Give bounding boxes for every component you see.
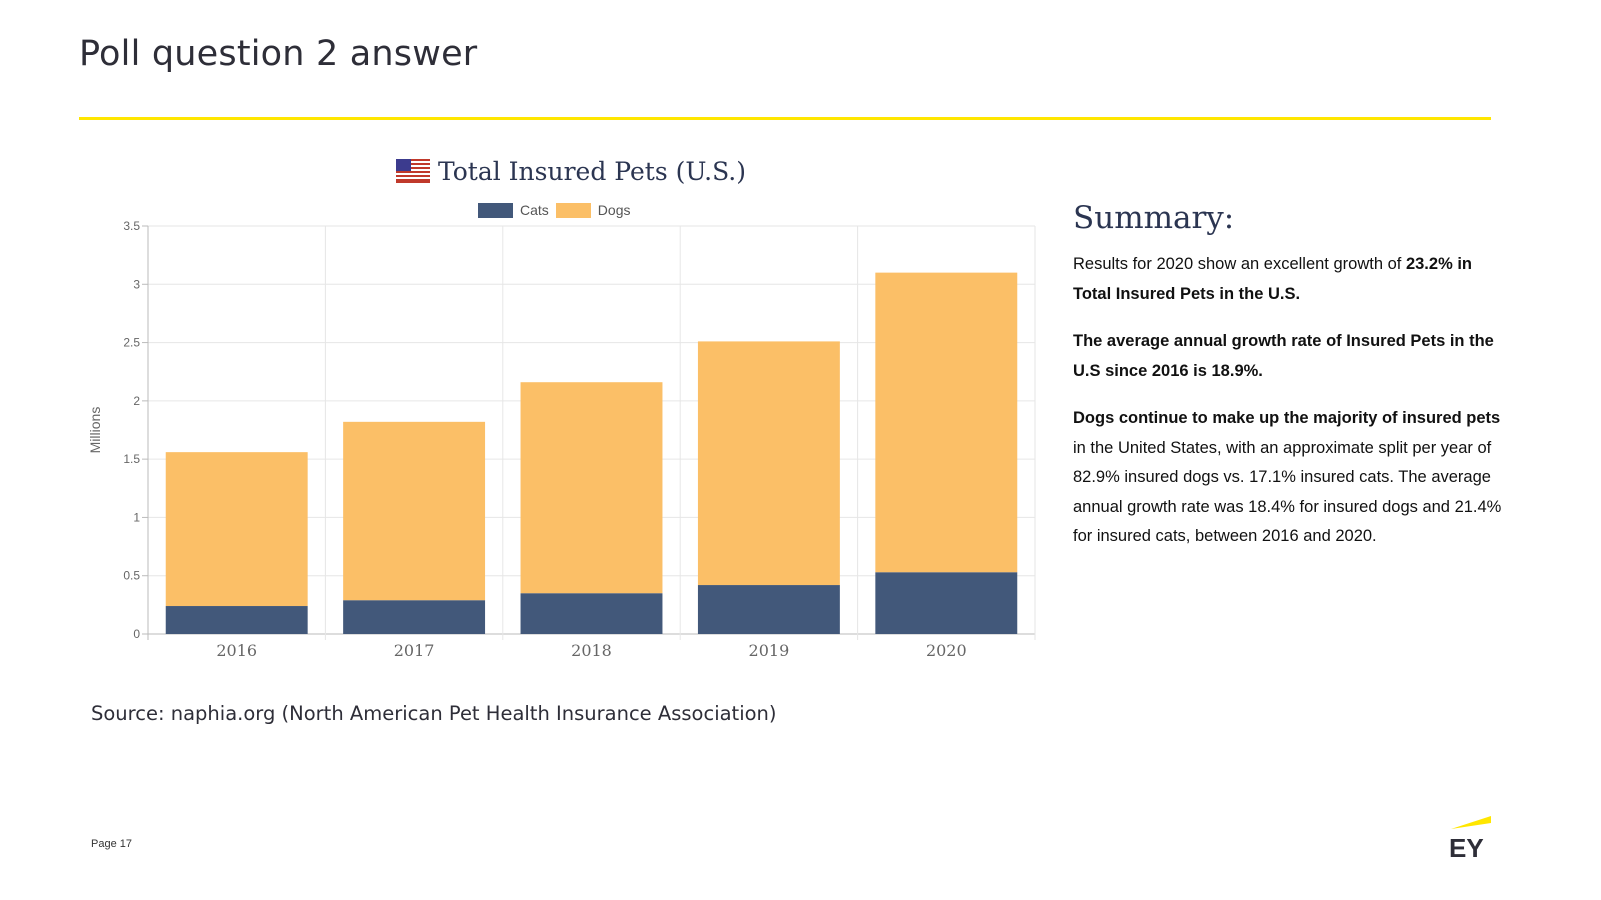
summary-panel: Summary: Results for 2020 show an excell… [1073, 200, 1503, 570]
slide-title: Poll question 2 answer [79, 34, 478, 74]
y-tick-label: 3 [133, 277, 140, 291]
bar-cats-2020 [875, 572, 1018, 634]
bar-cats-2017 [343, 600, 486, 634]
us-flag-icon [396, 159, 430, 183]
y-tick-label: 0 [133, 627, 140, 641]
legend-swatch-cats [478, 202, 513, 218]
summary-p3-bold: Dogs continue to make up the majority of… [1073, 409, 1501, 427]
source-note: Source: naphia.org (North American Pet H… [91, 702, 777, 725]
legend-item-cats: Cats [478, 202, 549, 218]
legend-label-dogs: Dogs [597, 202, 631, 218]
chart-legend: Cats Dogs [478, 200, 637, 220]
y-tick-label: 3.5 [123, 219, 140, 233]
page-number: Page 17 [91, 838, 132, 850]
chart-svg: 0 0.5 1 1.5 2 2.5 3 3.5 2016 2017 2018 2019 2020 Mill… [87, 219, 1036, 660]
y-tick-label: 2 [133, 394, 140, 408]
chart-title-text: Total Insured Pets (U.S.) [438, 156, 747, 186]
ey-logo-text: EY [1449, 833, 1484, 860]
title-rule [79, 117, 1491, 120]
bar-dogs-2018 [520, 382, 663, 594]
bar-cats-2019 [697, 585, 840, 634]
x-tick-label: 2019 [749, 641, 790, 660]
summary-paragraph-2: The average annual growth rate of Insure… [1073, 327, 1503, 386]
y-tick-label: 0.5 [123, 569, 140, 583]
legend-item-dogs: Dogs [555, 202, 631, 218]
ey-logo-icon: EY [1449, 816, 1491, 860]
summary-p2-bold: The average annual growth rate of Insure… [1073, 332, 1494, 380]
bar-dogs-2017 [343, 421, 486, 601]
summary-paragraph-1: Results for 2020 show an excellent growt… [1073, 250, 1503, 309]
x-tick-label: 2016 [216, 641, 257, 660]
y-axis-label: Millions [87, 407, 103, 454]
chart-container: 0 0.5 1 1.5 2 2.5 3 3.5 2016 2017 2018 2019 2020 Mill… [80, 148, 1060, 678]
summary-paragraph-3: Dogs continue to make up the majority of… [1073, 404, 1503, 552]
x-tick-label: 2018 [571, 641, 612, 660]
bar-dogs-2020 [875, 272, 1018, 573]
summary-heading: Summary: [1073, 200, 1235, 236]
x-tick-label: 2020 [926, 641, 967, 660]
summary-p3-text: in the United States, with an approximat… [1073, 438, 1502, 546]
chart-title: Total Insured Pets (U.S.) [396, 154, 746, 188]
bar-cats-2018 [520, 593, 663, 634]
summary-p1-text: Results for 2020 show an excellent growt… [1073, 255, 1402, 273]
y-tick-label: 1.5 [123, 452, 140, 466]
bar-cats-2016 [165, 606, 308, 634]
summary-p1-bold: 23.2% in Total Insured Pets in the U.S. [1073, 255, 1472, 303]
legend-swatch-dogs [555, 202, 591, 218]
x-tick-label: 2017 [394, 641, 435, 660]
bar-dogs-2016 [165, 452, 308, 607]
y-tick-label: 2.5 [123, 336, 140, 350]
legend-label-cats: Cats [520, 202, 549, 218]
y-tick-label: 1 [133, 510, 140, 524]
bar-dogs-2019 [697, 341, 840, 586]
